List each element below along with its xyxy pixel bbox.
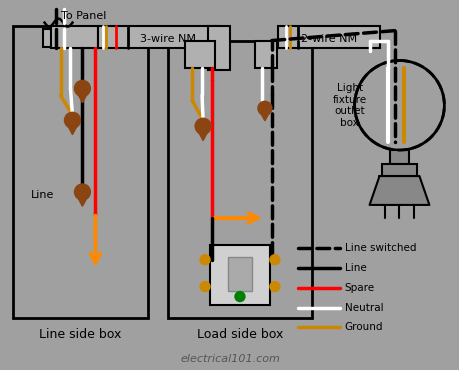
Text: 3-wire NM: 3-wire NM (140, 34, 196, 44)
Text: 2-wire NM: 2-wire NM (300, 34, 356, 44)
Bar (277, 26, 379, 47)
Polygon shape (369, 176, 428, 205)
Bar (381, 164, 416, 176)
Circle shape (269, 255, 279, 265)
Text: electrical101.com: electrical101.com (179, 354, 280, 364)
Circle shape (195, 118, 211, 134)
Bar (168, 41, 311, 317)
Bar (254, 41, 276, 68)
Bar (185, 41, 214, 68)
Circle shape (74, 80, 90, 96)
Text: Light
fixture
outlet
box: Light fixture outlet box (332, 83, 366, 128)
Circle shape (269, 282, 279, 292)
Circle shape (200, 255, 210, 265)
Bar (50, 26, 98, 47)
Polygon shape (259, 111, 269, 121)
Bar (43, 28, 74, 47)
Bar (228, 257, 252, 290)
Text: Load side box: Load side box (196, 328, 283, 341)
Circle shape (235, 292, 245, 302)
Circle shape (74, 184, 90, 200)
Text: Line: Line (344, 263, 366, 273)
Text: To Panel: To Panel (61, 11, 106, 21)
Text: Ground: Ground (344, 323, 382, 333)
Polygon shape (67, 124, 78, 135)
Text: Line side box: Line side box (39, 328, 121, 341)
Bar (207, 26, 230, 70)
Text: Neutral: Neutral (344, 303, 382, 313)
Text: Line: Line (31, 190, 54, 200)
Bar (98, 26, 218, 47)
Polygon shape (76, 91, 88, 103)
Bar (389, 150, 409, 164)
Polygon shape (76, 195, 88, 206)
Circle shape (257, 101, 271, 115)
Bar (210, 245, 269, 305)
Circle shape (64, 112, 80, 128)
Text: Line switched: Line switched (344, 243, 415, 253)
Text: Spare: Spare (344, 283, 374, 293)
Bar (13, 26, 148, 317)
Polygon shape (196, 130, 208, 141)
Circle shape (200, 282, 210, 292)
